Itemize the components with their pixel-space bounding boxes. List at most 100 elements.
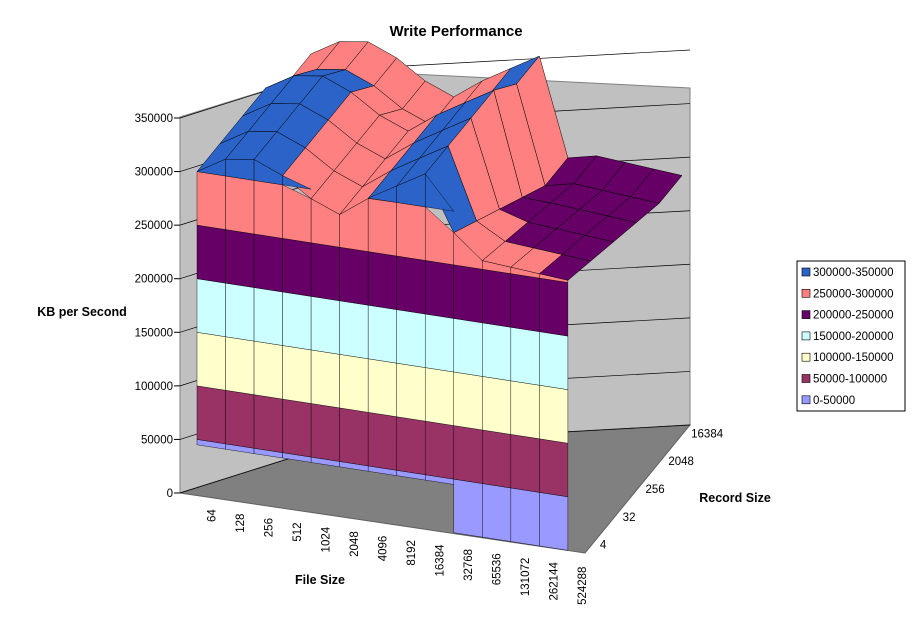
legend-box [796,260,906,412]
surface-front-band [539,438,569,498]
legend-swatch [801,352,811,362]
surface-front-band [225,229,255,288]
surface-front-band [282,238,312,297]
legend-label: 250000-300000 [813,288,894,300]
surface-front-band [482,269,512,328]
surface-front-band [253,233,283,293]
surface-front-band [510,380,540,440]
x-tick-label: 256 [263,518,275,537]
surface-front-band [482,322,512,382]
surface-front-band [396,309,426,368]
legend-swatch [801,374,811,383]
surface-front-band [196,171,226,230]
surface-front-band [510,434,540,493]
z-axis-title: KB per Second [37,305,127,319]
x-tick-label: 128 [235,514,247,533]
legend-swatch [801,310,811,319]
y-tick-label: 256 [646,484,665,496]
y-axis-title: Record Size [699,491,771,505]
z-tick-label: 150000 [135,327,173,339]
surface-front-band [539,384,569,444]
x-tick-label: 4096 [377,536,389,562]
x-tick-label: 512 [292,522,304,541]
z-tick-label: 50000 [141,434,173,446]
surface-front-band [253,287,283,346]
surface-front-band [225,282,255,342]
x-tick-label: 64 [206,509,218,522]
legend-label: 150000-200000 [813,331,894,343]
y-tick-label: 4 [600,540,607,552]
x-tick-labels: 64 128 256 512 1024 2048 4096 8192 16384 32768 655… [206,509,589,605]
surface-front-band [339,354,369,413]
surface-front-band [453,264,483,324]
surface-front-band [425,313,454,373]
surface-front-band [539,331,569,390]
surface-front-band [367,412,397,471]
legend-label: 0-50000 [813,395,855,407]
x-axis-title: File Size [295,573,345,587]
surface-front-band [482,376,512,435]
legend-label: 50000-100000 [813,374,887,386]
surface-front-band [196,385,226,445]
surface-front-band [225,390,255,449]
surface-front-band [482,483,512,542]
legend-swatch [801,331,811,341]
surface-front-band [310,242,340,302]
surface-front-band [225,336,255,395]
z-tick-label: 200000 [135,274,173,286]
x-tick-label: 2048 [349,531,361,557]
surface-front-band [539,273,569,283]
x-tick-label: 65536 [492,553,504,585]
x-tick-label: 16384 [435,544,447,577]
surface-plot [196,41,683,551]
surface-front-band [453,371,483,431]
z-tick-labels: 350000 300000 250000 200000 150000 100000 5000… [135,113,180,500]
surface-front-band [367,358,397,417]
z-tick-label: 250000 [135,220,173,232]
surface-front-band [339,300,369,359]
z-tick-label: 300000 [135,167,173,179]
surface-front-band [510,273,540,332]
surface-front-band [396,416,426,475]
surface-front-band [310,296,340,355]
legend-label: 200000-250000 [813,310,894,322]
surface-front-band [225,175,255,235]
surface-front-band [310,349,340,409]
legend-label: 300000-350000 [813,267,894,279]
surface-front-band [282,345,312,404]
x-tick-label: 1024 [320,526,332,552]
y-tick-label: 2048 [668,456,694,468]
surface-front-band [396,362,426,422]
surface-front-band [196,332,226,391]
surface-front-band [510,327,540,386]
x-tick-label: 32768 [463,549,475,581]
surface-front-band [253,340,283,400]
chart-title: Write Performance [389,23,522,40]
x-tick-label: 262144 [549,562,561,601]
surface-front-band [282,175,312,190]
surface-front-band [425,367,454,426]
surface-front-band [453,478,483,538]
legend-swatch [801,288,811,298]
y-tick-labels: 4 32 256 2048 16384 [600,428,724,551]
surface-front-band [253,394,283,453]
surface-front-band [367,304,397,364]
surface-front-band [425,260,454,319]
surface-front-band [339,246,369,306]
surface-front-band [339,407,369,467]
surface-front-band [253,180,283,239]
surface-front-band [539,277,569,337]
surface-front-band [396,255,426,315]
y-tick-label: 32 [623,512,636,524]
surface-front-band [196,224,226,284]
legend-label: 100000-150000 [813,352,894,364]
y-tick-label: 16384 [691,428,724,440]
surface-front-band [482,429,512,489]
legend-swatch [801,267,811,277]
surface-front-band [453,425,483,484]
surface-front-band [310,403,340,462]
surface-front-band [196,278,226,337]
surface-front-band [396,202,426,261]
surface-front-band [453,318,483,377]
